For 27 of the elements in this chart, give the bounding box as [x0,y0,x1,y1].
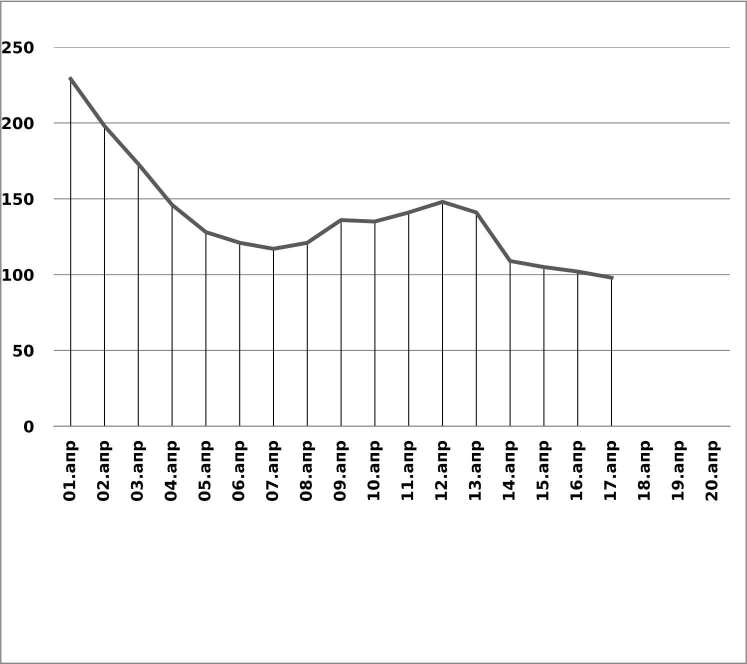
x-tick-label: 02.апр [97,440,112,501]
line-series [68,77,614,280]
x-tick-label: 20.апр [705,440,721,500]
x-tick-label: 05.апр [198,440,214,501]
y-tick-label: 250 [2,41,34,54]
x-tick-label: 12.апр [435,440,450,500]
y-tick-label: 0 [24,420,34,433]
x-tick-label: 06.апр [232,440,248,501]
x-tick-label: 07.апр [266,440,282,501]
x-tick-label: 14.апр [502,440,518,500]
y-tick-label: 50 [13,344,34,357]
x-tick-label: 10.апр [367,440,383,500]
x-tick-label: 03.апр [130,440,146,501]
x-tick-label: 01.апр [63,440,78,501]
y-tick-label: 150 [2,193,34,206]
x-tick-label: 18.апр [638,440,654,500]
x-tick-label: 09.апр [334,440,349,501]
x-tick-label: 04.апр [164,440,180,501]
x-tick-label: 13.апр [468,440,484,500]
x-tick-label: 11.апр [401,440,416,500]
y-tick-label: 200 [2,117,34,130]
x-tick-label: 17.апр [604,440,620,500]
x-tick-label: 19.апр [672,440,687,500]
x-tick-label: 08.апр [300,440,316,501]
x-tick-label: 16.апр [570,440,586,500]
y-tick-label: 100 [2,268,34,281]
x-tick-label: 15.апр [536,440,552,500]
